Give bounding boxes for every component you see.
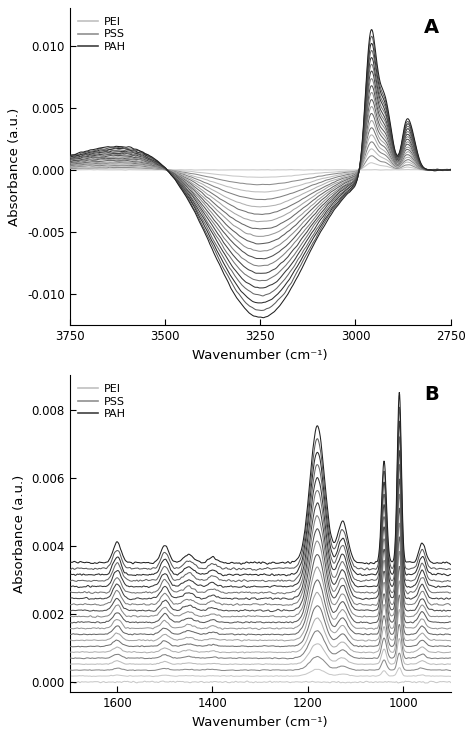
Legend: PEI, PSS, PAH: PEI, PSS, PAH <box>75 14 129 55</box>
Text: B: B <box>425 385 439 404</box>
Y-axis label: Absorbance (a.u.): Absorbance (a.u.) <box>9 108 21 226</box>
X-axis label: Wavenumber (cm⁻¹): Wavenumber (cm⁻¹) <box>192 716 328 729</box>
Legend: PEI, PSS, PAH: PEI, PSS, PAH <box>75 381 129 422</box>
X-axis label: Wavenumber (cm⁻¹): Wavenumber (cm⁻¹) <box>192 349 328 362</box>
Y-axis label: Absorbance (a.u.): Absorbance (a.u.) <box>13 475 26 593</box>
Text: A: A <box>424 18 439 37</box>
